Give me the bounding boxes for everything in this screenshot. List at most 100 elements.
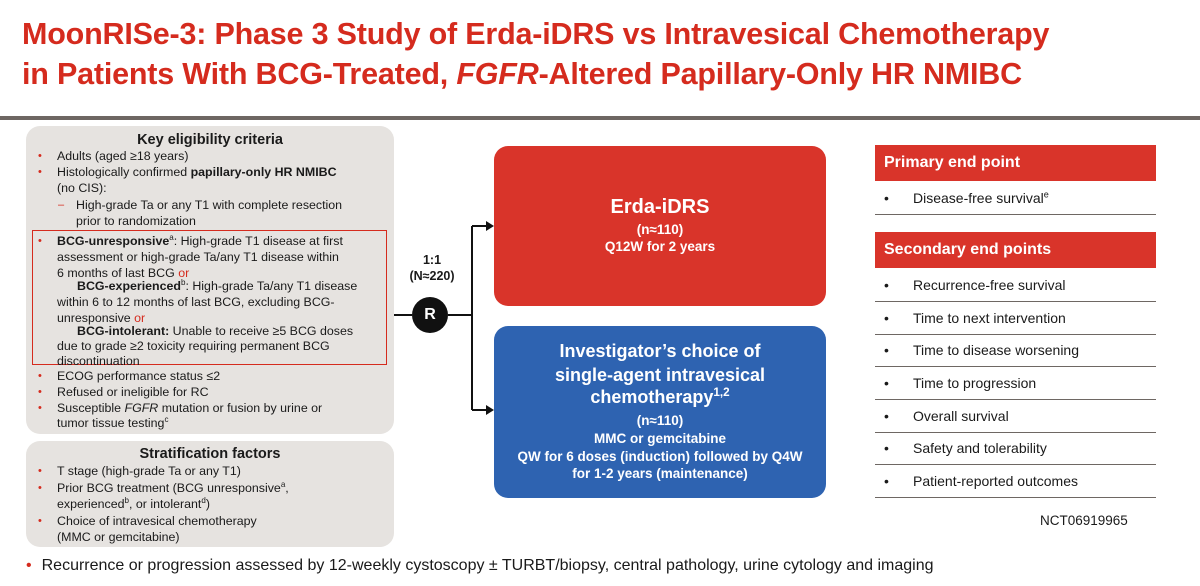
bullet-icon: • [38, 166, 42, 178]
eligibility-panel: Key eligibility criteria [26, 126, 394, 434]
criterion-rc: • Refused or ineligible for RC [38, 385, 209, 401]
secondary-endpoint-item: • Time to progression [875, 367, 1156, 400]
secondary-endpoint-item: • Overall survival [875, 400, 1156, 433]
title-line-2: in Patients With BCG-Treated, FGFR-Alter… [22, 54, 1182, 94]
footnote-marker: a [280, 479, 286, 489]
endpoint-text: Time to next intervention [913, 310, 1066, 326]
arm-schedule: for 1-2 years (maintenance) [572, 466, 748, 481]
arm-name: Investigator’s choice of [559, 341, 761, 361]
strat-text: Choice of intravesical chemotherapy [57, 514, 257, 528]
strat-text: ) [205, 497, 210, 511]
endpoint-text: Disease-free survivale [913, 182, 1049, 214]
arrow-right-icon [486, 221, 494, 231]
title-divider [0, 116, 1200, 120]
criterion-bold: BCG-experienced [77, 279, 181, 293]
arm-name: chemotherapy1,2 [494, 387, 826, 408]
strat-choice-2: (MMC or gemcitabine) [57, 530, 180, 544]
criterion-text: 6 months of last BCG [57, 266, 179, 280]
bullet-icon: • [38, 150, 42, 162]
criterion-bcg-intolerant: BCG-intolerant: Unable to receive ≥5 BCG… [77, 324, 353, 340]
strat-text: , or intolerant [129, 497, 202, 511]
title-text: in Patients With BCG-Treated, [22, 57, 457, 91]
randomization-icon: R [412, 297, 448, 333]
bullet-icon: • [38, 370, 42, 382]
bullet-icon: • [38, 465, 42, 477]
criterion-bcg-intolerant-3: discontinuation [57, 354, 140, 368]
footer-text: Recurrence or progression assessed by 12… [41, 557, 934, 574]
criterion-bcg-experienced: BCG-experiencedb: High-grade Ta/any T1 d… [77, 278, 357, 295]
endpoint-label: Disease-free survival [913, 190, 1044, 206]
secondary-endpoint-item: • Safety and tolerability [875, 432, 1156, 465]
secondary-endpoint-item: • Time to disease worsening [875, 334, 1156, 367]
criterion-text: Adults (aged ≥18 years) [57, 149, 189, 163]
bullet-icon: • [38, 386, 42, 398]
criterion-sub-2: prior to randomization [76, 214, 196, 228]
criterion-histology: • Histologically confirmed papillary-only… [38, 165, 337, 181]
bullet-icon: • [884, 473, 889, 489]
primary-endpoint-item: • Disease-free survivale [875, 182, 1156, 215]
criterion-bold: papillary-only HR NMIBC [190, 165, 337, 179]
criterion-text: Refused or ineligible for RC [57, 385, 209, 399]
bullet-icon: • [884, 310, 889, 326]
strat-choice: • Choice of intravesical chemotherapy [38, 514, 257, 530]
criterion-text: tumor tissue testing [57, 416, 165, 430]
or-label: or [134, 311, 146, 325]
randomization-n: (N≈220) [409, 269, 455, 283]
secondary-endpoints-header: Secondary end points [875, 232, 1156, 268]
criterion-adults: • Adults (aged ≥18 years) [38, 149, 189, 165]
bullet-icon: • [884, 408, 889, 424]
criterion-bcg-unresponsive-3: 6 months of last BCG or [57, 266, 189, 282]
criterion-sub-1: – High-grade Ta or any T1 with complete r… [58, 198, 342, 214]
page-title: MoonRISe-3: Phase 3 Study of Erda-iDRS v… [22, 14, 1182, 94]
criterion-bcg-intolerant-2: due to grade ≥2 toxicity requiring perma… [57, 339, 330, 353]
bullet-icon: • [38, 515, 42, 527]
stratification-panel: Stratification factors [26, 441, 394, 547]
arm-n: (n≈110) [636, 222, 684, 237]
title-text: -Altered Papillary-Only HR NMIBC [538, 57, 1023, 91]
or-label: or [178, 266, 190, 280]
bullet-icon: • [884, 277, 889, 293]
arm-schedule: QW for 6 doses (induction) followed by Q… [517, 449, 803, 464]
strat-prior-bcg-2: experiencedb, or intolerantd) [57, 495, 210, 513]
criterion-text: ECOG performance status ≤2 [57, 369, 221, 383]
criterion-bcg-experienced-3: unresponsive or [57, 311, 145, 327]
criterion-ecog: • ECOG performance status ≤2 [38, 369, 221, 385]
strat-prior-bcg: • Prior BCG treatment (BCG unresponsivea, [38, 479, 289, 497]
dash-icon: – [58, 199, 65, 211]
arm-erda-idrs: Erda-iDRS (n≈110) Q12W for 2 years [494, 146, 826, 306]
criterion-bold: BCG-unresponsive [57, 234, 170, 248]
title-line-1: MoonRISe-3: Phase 3 Study of Erda-iDRS v… [22, 17, 1050, 51]
criterion-text: unresponsive [57, 311, 135, 325]
arm-drugs: MMC or gemcitabine [593, 431, 726, 446]
endpoint-text: Overall survival [913, 408, 1009, 424]
eligibility-heading: Key eligibility criteria [137, 132, 283, 148]
criterion-text: Histologically confirmed [57, 165, 191, 179]
criterion-bcg-unresponsive-2: assessment or high-grade Ta/any T1 disea… [57, 250, 339, 264]
strat-t-stage: • T stage (high-grade Ta or any T1) [38, 464, 241, 480]
bullet-icon: • [38, 402, 42, 414]
arm-schedule: Q12W for 2 years [604, 239, 716, 254]
arrow-right-icon [486, 405, 494, 415]
arm-name: Erda-iDRS [610, 196, 710, 218]
criterion-bcg-unresponsive: • BCG-unresponsivea: High-grade T1 diseas… [38, 233, 343, 250]
criterion-bold: BCG-intolerant: [77, 324, 170, 338]
criterion-text: Susceptible [57, 401, 125, 415]
title-gene: FGFR [456, 57, 539, 91]
bullet-icon: • [884, 440, 889, 456]
stratification-heading: Stratification factors [139, 446, 281, 462]
strat-text: T stage (high-grade Ta or any T1) [57, 464, 241, 478]
arm-chemotherapy: Investigator’s choice of single-agent in… [494, 326, 826, 498]
reference-marker: 1,2 [713, 386, 730, 399]
trial-identifier: NCT06919965 [1040, 513, 1128, 528]
secondary-endpoint-item: • Time to next intervention [875, 302, 1156, 335]
randomization-ratio: 1:1 [422, 253, 442, 267]
endpoint-text: Safety and tolerability [913, 440, 1047, 456]
criterion-fgfr: • Susceptible FGFR mutation or fusion by … [38, 401, 322, 417]
criterion-bcg-experienced-2: within 6 to 12 months of last BCG, exclu… [57, 295, 335, 309]
endpoint-text: Recurrence-free survival [913, 277, 1066, 293]
footnote-marker: e [1043, 189, 1049, 200]
primary-endpoint-header: Primary end point [875, 145, 1156, 181]
criterion-gene: FGFR [124, 401, 159, 415]
footnote-marker: b [124, 495, 129, 505]
